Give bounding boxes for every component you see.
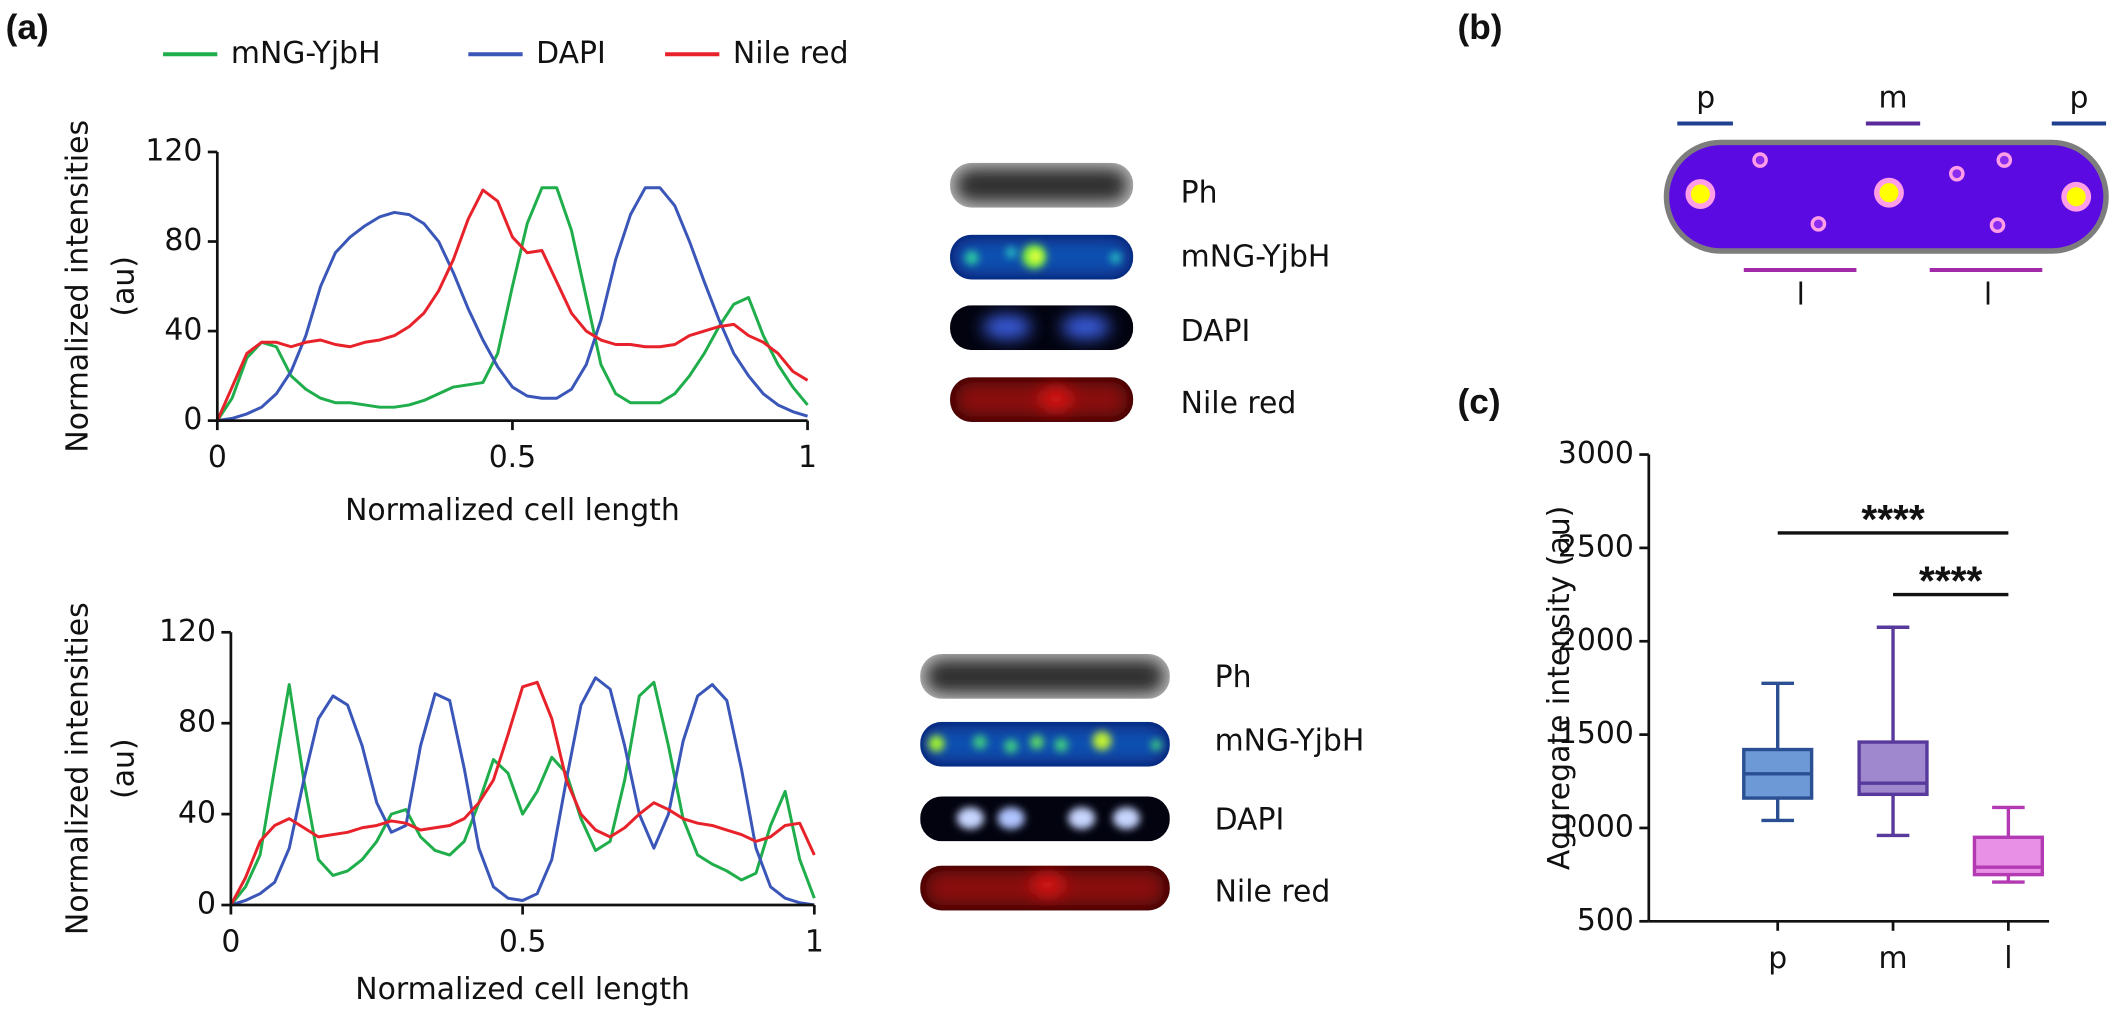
y-tick-label: 120 bbox=[145, 133, 202, 168]
legend-label: mNG-YjbH bbox=[231, 36, 381, 71]
y-tick-label: 0 bbox=[197, 887, 216, 922]
diagram-label: p bbox=[1696, 81, 1715, 116]
diagram-label: m bbox=[1879, 81, 1908, 116]
cell-diagram bbox=[1663, 121, 2109, 273]
y-tick-label: 120 bbox=[159, 614, 216, 649]
x-tick-label: p bbox=[1768, 941, 1787, 976]
line-series bbox=[215, 188, 809, 422]
panel-label: (c) bbox=[1457, 383, 1500, 422]
y-tick-label: 80 bbox=[178, 705, 216, 740]
x-tick-label: 0 bbox=[221, 925, 240, 960]
y-tick-label: 80 bbox=[164, 223, 202, 258]
micrograph-label: Ph bbox=[1215, 660, 1252, 695]
y-tick-label: 3000 bbox=[1558, 436, 1634, 471]
panel-label: (b) bbox=[1457, 8, 1502, 47]
x-tick-label: 0.5 bbox=[489, 440, 536, 475]
x-tick-label: 1 bbox=[798, 440, 817, 475]
y-axis-label: (au) bbox=[107, 738, 142, 799]
panel-label: (a) bbox=[6, 8, 49, 47]
diagram-label: p bbox=[2069, 81, 2088, 116]
micrograph-top bbox=[950, 162, 1134, 422]
micrograph-label: DAPI bbox=[1215, 802, 1285, 837]
diagram-label: l bbox=[1797, 277, 1805, 312]
y-tick-label: 0 bbox=[183, 402, 202, 437]
y-tick-label: 40 bbox=[178, 796, 216, 831]
line-series bbox=[230, 676, 815, 907]
y-axis-label: Normalized intensities bbox=[60, 602, 95, 935]
significance-label: **** bbox=[1919, 557, 1983, 603]
micrograph-label: mNG-YjbH bbox=[1215, 724, 1365, 759]
y-tick-label: 40 bbox=[164, 313, 202, 348]
micrograph-label: Nile red bbox=[1215, 874, 1331, 909]
x-axis-label: Normalized cell length bbox=[355, 972, 690, 1007]
micrograph-label: Ph bbox=[1181, 176, 1218, 211]
diagram-label: l bbox=[1984, 277, 1992, 312]
line-series bbox=[229, 680, 816, 906]
micrograph-label: Nile red bbox=[1181, 386, 1297, 421]
x-tick-label: m bbox=[1879, 941, 1908, 976]
y-axis-label: Normalized intensities bbox=[60, 120, 95, 453]
y-tick-label: 1500 bbox=[1558, 716, 1634, 751]
y-tick-label: 1000 bbox=[1558, 809, 1634, 844]
y-axis-label: Aggregate intensity (au) bbox=[1542, 506, 1577, 870]
line-series bbox=[217, 186, 808, 423]
micrograph-bottom bbox=[920, 654, 1170, 911]
x-tick-label: 0.5 bbox=[499, 925, 546, 960]
y-tick-label: 2000 bbox=[1558, 623, 1634, 658]
box bbox=[1972, 835, 2044, 877]
micrograph-label: DAPI bbox=[1181, 314, 1251, 349]
micrograph-label: mNG-YjbH bbox=[1181, 239, 1331, 274]
box bbox=[1857, 740, 1929, 797]
x-tick-label: 1 bbox=[805, 925, 824, 960]
line-series bbox=[229, 680, 816, 906]
x-axis-label: Normalized cell length bbox=[345, 493, 680, 528]
x-tick-label: l bbox=[2004, 941, 2012, 976]
significance-label: **** bbox=[1861, 496, 1925, 542]
y-axis-label: (au) bbox=[107, 256, 142, 317]
y-tick-label: 2500 bbox=[1558, 529, 1634, 564]
legend-label: DAPI bbox=[536, 36, 606, 71]
x-tick-label: 0 bbox=[208, 440, 227, 475]
y-tick-label: 500 bbox=[1577, 903, 1634, 938]
legend-label: Nile red bbox=[733, 36, 849, 71]
line-series bbox=[216, 186, 809, 422]
